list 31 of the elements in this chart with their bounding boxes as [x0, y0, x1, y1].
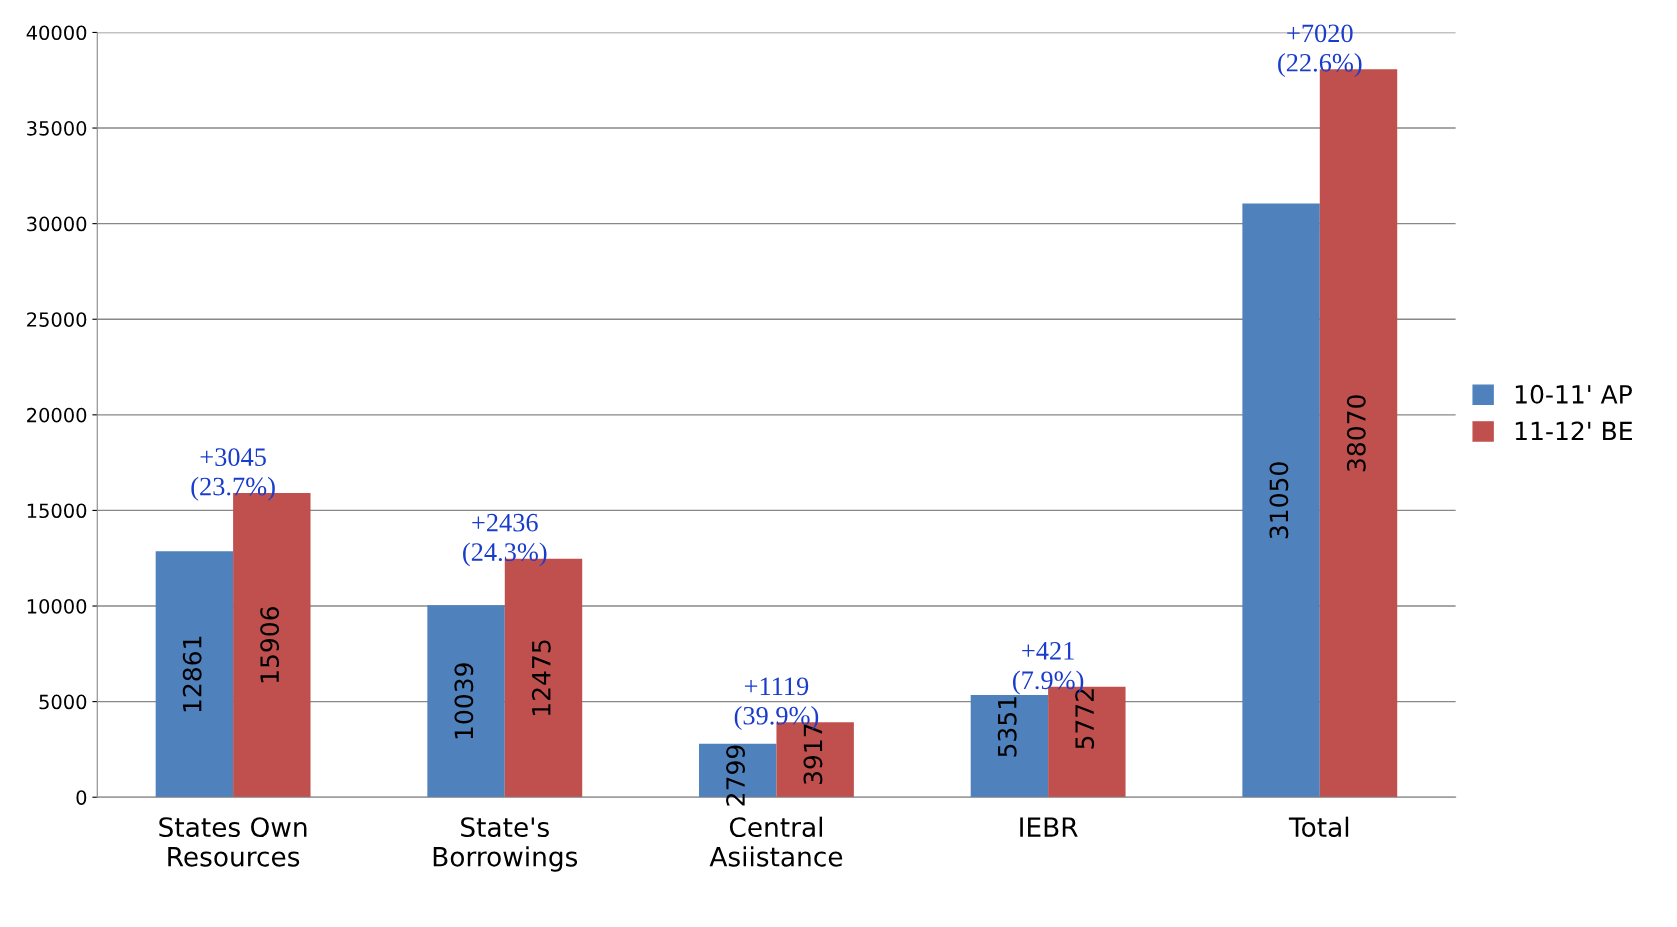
y-tick-label: 30000 [27, 216, 87, 232]
y-tick-label: 20000 [27, 407, 87, 423]
bar [970, 694, 1049, 798]
y-tick-label: 5000 [39, 694, 87, 710]
bar [155, 551, 234, 798]
bar [1242, 203, 1320, 798]
y-tick-label: 35000 [27, 121, 87, 136]
annotation: +3045 (23.7%) [191, 448, 275, 501]
legend-label: 11-12' BE [1515, 421, 1632, 441]
data-label: 31050 [1269, 462, 1289, 539]
bar [427, 605, 505, 798]
y-tick-label: 10000 [27, 598, 87, 614]
data-label: 12861 [182, 636, 202, 712]
data-label: 10039 [454, 663, 474, 739]
y-tick-label: 25000 [27, 312, 87, 327]
x-tick-label: Central Asiistance [709, 816, 843, 867]
y-tick-label: 0 [76, 790, 87, 805]
data-label: 2799 [726, 745, 745, 806]
legend-label: 10-11' AP [1515, 384, 1632, 404]
x-tick-label: States Own Resources [159, 817, 307, 867]
annotation: +2436 (24.3%) [463, 513, 547, 567]
x-tick-label: IEBR [1020, 817, 1078, 837]
y-tick-label: 15000 [27, 503, 87, 519]
annotation: +7020 (22.6%) [1278, 24, 1362, 77]
x-tick-label: State's Borrowings [433, 817, 578, 872]
data-label: 15906 [260, 606, 280, 683]
x-tick-label: Total [1288, 816, 1349, 838]
data-label: 38070 [1346, 395, 1366, 472]
data-label: 5351 [997, 697, 1017, 757]
data-label: 12475 [531, 640, 551, 715]
y-tick-label: 40000 [26, 25, 87, 41]
